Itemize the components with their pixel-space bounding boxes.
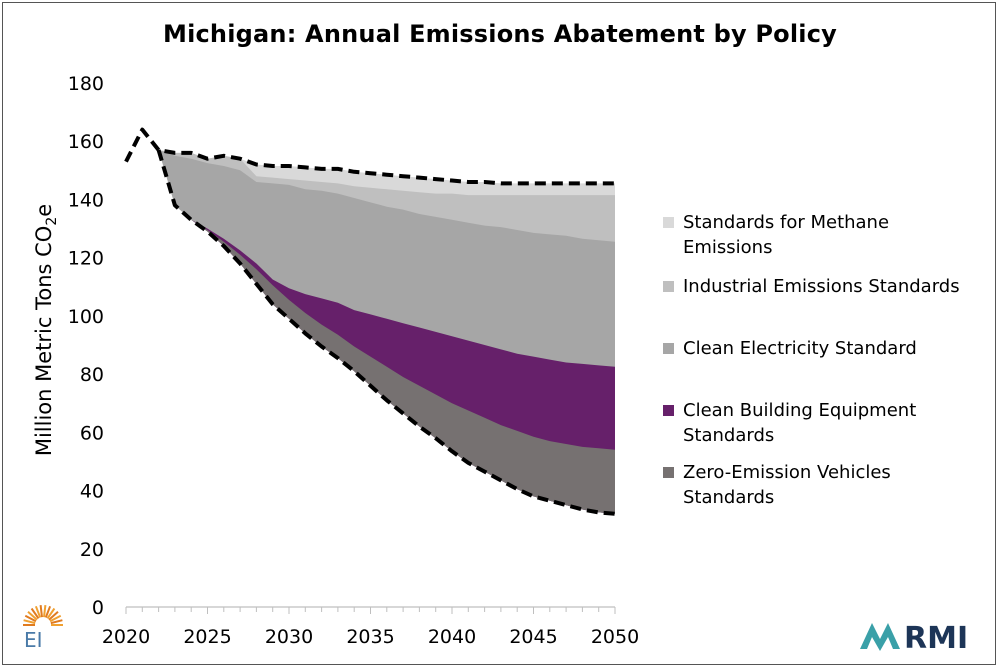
y-tick-label: 180 xyxy=(68,73,104,95)
legend-label: Clean Building Equipment Standards xyxy=(683,400,917,446)
legend-label: Zero-Emission Vehicles Standards xyxy=(683,462,891,508)
y-tick-label: 100 xyxy=(68,306,104,328)
legend-label: Clean Electricity Standard xyxy=(683,338,917,359)
ei-ray xyxy=(44,605,52,618)
legend-label: Industrial Emissions Standards xyxy=(683,276,960,297)
legend-label: Standards for Methane Emissions xyxy=(683,212,890,258)
ei-ray xyxy=(48,610,59,621)
ei-ray xyxy=(46,607,56,619)
reference-emissions-line xyxy=(124,127,615,186)
ei-sunburst-icon: EI xyxy=(23,604,63,652)
x-tick-label: 2020 xyxy=(102,626,150,648)
ei-ray xyxy=(34,605,42,618)
y-tick-label: 160 xyxy=(68,131,104,153)
ei-logo: EI xyxy=(18,603,68,655)
ei-logo-text: EI xyxy=(24,628,43,651)
y-tick-label: 0 xyxy=(92,597,104,619)
axes: 2020 2025 2030 2035 2040 2045 2050020406080100… xyxy=(68,73,639,648)
area-layers xyxy=(158,150,615,514)
ei-ray xyxy=(30,607,40,619)
area-building xyxy=(158,150,615,514)
y-tick-label: 80 xyxy=(80,364,104,386)
legend-swatch xyxy=(663,281,674,292)
legend-swatch xyxy=(663,217,674,228)
area-vehicles xyxy=(158,150,615,514)
y-tick-label: 20 xyxy=(80,539,104,561)
ei-ray xyxy=(23,619,36,625)
chart-title: Michigan: Annual Emissions Abatement by … xyxy=(163,20,837,48)
legend-swatch xyxy=(663,343,674,354)
ei-ray xyxy=(24,614,37,623)
rmi-logo-text: RMI xyxy=(904,621,968,653)
dashed-lines xyxy=(124,127,616,516)
ei-ray xyxy=(50,619,63,625)
ei-ray xyxy=(27,610,38,621)
x-tick-label: 2050 xyxy=(591,626,639,648)
legend-swatch xyxy=(663,467,674,478)
x-tick-label: 2040 xyxy=(428,626,476,648)
x-tick-label: 2035 xyxy=(346,626,394,648)
rmi-logo: RMI xyxy=(858,617,984,657)
x-tick-label: 2025 xyxy=(183,626,231,648)
ei-ray xyxy=(49,614,62,623)
policy-emissions-line xyxy=(156,149,616,516)
ei-ray xyxy=(39,604,43,618)
rmi-mark-icon xyxy=(860,623,900,651)
y-tick-label: 120 xyxy=(68,248,104,270)
y-tick-label: 40 xyxy=(80,481,104,503)
y-tick-label: 60 xyxy=(80,422,104,444)
y-tick-label: 140 xyxy=(68,189,104,211)
ei-ray xyxy=(43,604,47,618)
x-tick-label: 2045 xyxy=(509,626,557,648)
legend-swatch xyxy=(663,405,674,416)
x-tick-label: 2030 xyxy=(265,626,313,648)
